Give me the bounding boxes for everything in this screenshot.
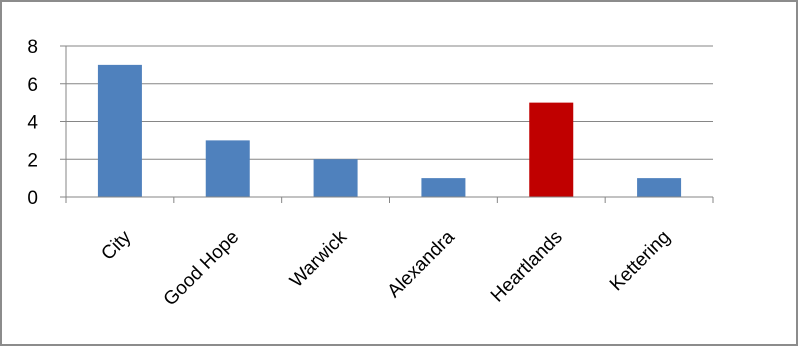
category-label-warwick: Warwick <box>286 226 351 291</box>
y-tick-label: 4 <box>27 113 38 134</box>
y-tick-label: 2 <box>27 150 38 171</box>
y-tick-labels: 0 2 4 6 8 <box>27 37 38 209</box>
bar-kettering <box>637 178 682 197</box>
category-label-good-hope: Good Hope <box>160 227 244 311</box>
category-label-city: City <box>97 226 135 264</box>
category-label-alexandra: Alexandra <box>384 226 460 302</box>
category-label-heartlands: Heartlands <box>487 227 567 307</box>
bars <box>97 64 682 197</box>
category-labels: City Good Hope Warwick Alexandra Heartlands K… <box>97 226 674 310</box>
axes <box>60 45 714 203</box>
bar-alexandra <box>421 178 466 197</box>
y-tick-label: 8 <box>27 37 38 58</box>
y-tick-label: 0 <box>27 188 38 209</box>
category-label-kettering: Kettering <box>606 227 675 296</box>
bar-city <box>97 64 142 197</box>
bar-good-hope <box>205 140 250 197</box>
gridlines <box>66 45 713 160</box>
bar-heartlands <box>529 102 574 197</box>
bar-warwick <box>313 159 358 197</box>
y-tick-label: 6 <box>27 75 38 96</box>
